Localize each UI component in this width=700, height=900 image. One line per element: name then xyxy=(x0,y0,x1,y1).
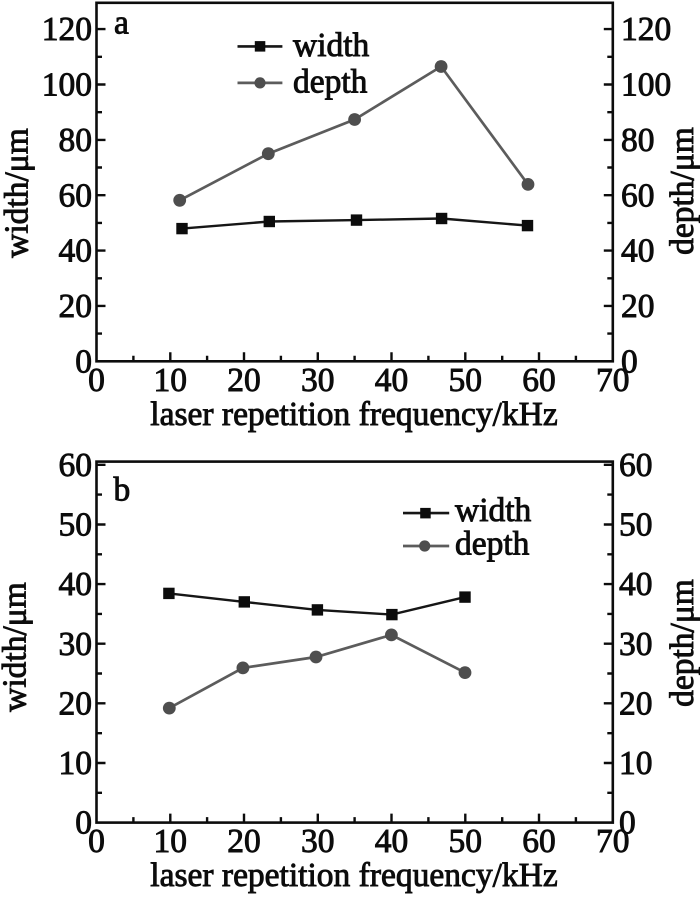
svg-text:0: 0 xyxy=(88,362,105,399)
svg-text:60: 60 xyxy=(59,447,93,484)
svg-text:depth/μm: depth/μm xyxy=(664,579,700,707)
svg-text:0: 0 xyxy=(88,823,105,860)
svg-text:40: 40 xyxy=(375,362,409,399)
svg-text:80: 80 xyxy=(621,122,655,159)
svg-text:0: 0 xyxy=(75,805,92,842)
svg-text:10: 10 xyxy=(154,823,188,860)
svg-text:60: 60 xyxy=(619,447,653,484)
svg-text:10: 10 xyxy=(59,745,93,782)
svg-text:20: 20 xyxy=(619,685,653,722)
svg-text:0: 0 xyxy=(75,343,92,380)
svg-text:70: 70 xyxy=(596,823,630,860)
svg-text:width/μm: width/μm xyxy=(0,582,34,712)
svg-text:50: 50 xyxy=(619,507,653,544)
svg-text:depth/μm: depth/μm xyxy=(664,127,700,255)
svg-text:a: a xyxy=(114,5,129,42)
svg-text:80: 80 xyxy=(59,122,93,159)
svg-text:depth: depth xyxy=(455,526,530,563)
svg-text:60: 60 xyxy=(522,823,556,860)
svg-text:20: 20 xyxy=(621,288,655,325)
svg-text:30: 30 xyxy=(619,626,653,663)
svg-text:50: 50 xyxy=(59,507,93,544)
svg-text:120: 120 xyxy=(621,11,671,48)
svg-text:20: 20 xyxy=(227,823,261,860)
svg-text:50: 50 xyxy=(449,823,483,860)
svg-text:30: 30 xyxy=(301,823,335,860)
svg-text:40: 40 xyxy=(59,233,93,270)
svg-text:60: 60 xyxy=(621,177,655,214)
svg-text:30: 30 xyxy=(301,362,335,399)
svg-text:0: 0 xyxy=(619,805,636,842)
svg-text:100: 100 xyxy=(42,67,92,104)
svg-text:depth: depth xyxy=(293,63,368,100)
svg-text:0: 0 xyxy=(621,343,638,380)
svg-text:30: 30 xyxy=(59,626,93,663)
svg-text:20: 20 xyxy=(59,288,93,325)
svg-text:10: 10 xyxy=(154,362,188,399)
svg-text:laser repetition frequency/kHz: laser repetition frequency/kHz xyxy=(150,396,557,433)
svg-text:120: 120 xyxy=(42,11,92,48)
svg-text:40: 40 xyxy=(375,823,409,860)
svg-text:50: 50 xyxy=(449,362,483,399)
svg-text:100: 100 xyxy=(621,67,671,104)
svg-text:width: width xyxy=(455,492,532,529)
svg-text:70: 70 xyxy=(596,362,630,399)
svg-text:60: 60 xyxy=(59,177,93,214)
svg-text:40: 40 xyxy=(619,566,653,603)
svg-text:b: b xyxy=(114,472,131,509)
svg-text:10: 10 xyxy=(619,745,653,782)
svg-text:laser repetition frequency/kHz: laser repetition frequency/kHz xyxy=(150,857,557,894)
svg-text:width/μm: width/μm xyxy=(0,128,36,258)
svg-text:width: width xyxy=(293,27,370,64)
svg-text:60: 60 xyxy=(522,362,556,399)
svg-text:20: 20 xyxy=(227,362,261,399)
svg-text:40: 40 xyxy=(621,233,655,270)
svg-text:20: 20 xyxy=(59,685,93,722)
svg-text:40: 40 xyxy=(59,566,93,603)
